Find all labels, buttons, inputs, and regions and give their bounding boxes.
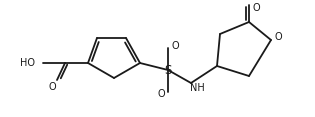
- Text: NH: NH: [190, 83, 204, 93]
- Text: HO: HO: [20, 58, 35, 68]
- Text: O: O: [252, 3, 260, 13]
- Text: O: O: [274, 32, 282, 42]
- Text: S: S: [164, 64, 172, 77]
- Text: O: O: [48, 82, 56, 92]
- Text: O: O: [157, 89, 165, 99]
- Text: O: O: [171, 41, 179, 51]
